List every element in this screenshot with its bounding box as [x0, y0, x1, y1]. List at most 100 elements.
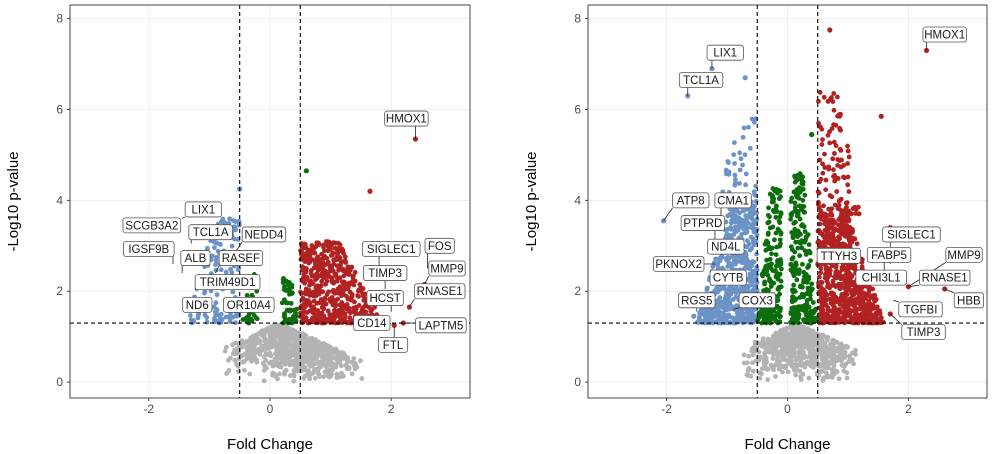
data-point	[281, 276, 286, 281]
data-point	[205, 320, 210, 325]
data-point	[808, 258, 813, 263]
data-point	[857, 317, 862, 322]
gene-label: FTL	[383, 340, 404, 352]
data-point	[233, 341, 238, 346]
data-point	[289, 301, 294, 306]
data-point	[833, 314, 838, 319]
data-point	[341, 273, 346, 278]
data-point	[827, 285, 832, 290]
data-point	[742, 361, 747, 366]
data-point	[879, 114, 884, 119]
data-point	[839, 341, 844, 346]
data-point	[732, 173, 737, 178]
data-point	[807, 344, 812, 349]
gene-label: FABP5	[871, 250, 907, 262]
data-point	[320, 304, 325, 309]
data-point	[285, 279, 290, 284]
data-point	[725, 227, 730, 232]
data-point	[811, 300, 816, 305]
data-point	[326, 344, 331, 349]
y-tick-label: 6	[574, 102, 581, 116]
data-point	[790, 317, 795, 322]
data-point	[833, 123, 838, 128]
data-point	[341, 351, 346, 356]
data-point	[312, 299, 317, 304]
data-point	[800, 174, 805, 179]
data-point	[819, 297, 824, 302]
data-point	[775, 209, 780, 214]
data-point	[350, 360, 355, 365]
data-point	[761, 336, 766, 341]
gene-label: LIX1	[191, 204, 215, 216]
data-point	[311, 281, 316, 286]
data-point	[855, 241, 860, 246]
data-point	[830, 126, 835, 131]
data-point	[833, 265, 838, 270]
data-point	[236, 266, 241, 271]
data-point	[843, 226, 848, 231]
data-point	[743, 75, 748, 80]
data-point	[845, 345, 850, 350]
gene-label: IGSF9B	[128, 244, 169, 256]
data-point	[850, 301, 855, 306]
data-point	[828, 350, 833, 355]
x-axis-title: Fold Change	[227, 436, 313, 453]
data-point	[299, 338, 304, 343]
data-point	[281, 334, 286, 339]
data-point	[799, 181, 804, 186]
data-point	[771, 309, 776, 314]
data-point	[705, 314, 710, 319]
data-point	[838, 284, 843, 289]
data-point	[802, 224, 807, 229]
gene-label: TCL1A	[193, 227, 229, 239]
data-point	[728, 300, 733, 305]
data-point	[828, 193, 833, 198]
data-point	[766, 232, 771, 237]
gene-label: TTYH3	[821, 251, 857, 263]
data-point	[361, 305, 366, 310]
data-point	[311, 250, 316, 255]
data-point	[769, 340, 774, 345]
data-point	[778, 237, 783, 242]
data-point	[758, 310, 763, 315]
data-point	[847, 154, 852, 159]
data-point	[219, 219, 224, 224]
data-point	[771, 352, 776, 357]
gene-label: HCST	[369, 293, 400, 305]
data-point	[217, 320, 222, 325]
data-point	[330, 302, 335, 307]
data-point	[835, 95, 840, 100]
data-point	[262, 332, 267, 337]
data-point	[774, 252, 779, 257]
gene-label: MMP9	[430, 264, 463, 276]
data-point	[768, 192, 773, 197]
gene-label: MMP9	[947, 250, 980, 262]
data-point	[344, 294, 349, 299]
data-point	[213, 300, 218, 305]
data-point	[815, 350, 820, 355]
data-point	[790, 247, 795, 252]
data-point	[806, 249, 811, 254]
data-point	[778, 320, 783, 325]
gene-label: SCGB3A2	[125, 220, 178, 232]
data-point	[843, 280, 848, 285]
data-point	[844, 205, 849, 210]
gene-label: TRIM49D1	[200, 277, 256, 289]
data-point	[341, 356, 346, 361]
y-tick-label: 4	[574, 193, 581, 207]
data-point	[768, 279, 773, 284]
data-point	[717, 315, 722, 320]
data-point	[745, 309, 750, 314]
data-point	[313, 350, 318, 355]
data-point	[308, 348, 313, 353]
x-tick-label: 2	[905, 402, 912, 416]
data-point	[288, 373, 293, 378]
data-point	[820, 286, 825, 291]
data-point	[839, 197, 844, 202]
data-point	[743, 253, 748, 258]
y-tick-label: 4	[56, 193, 63, 207]
data-point	[245, 315, 250, 320]
data-point	[287, 356, 292, 361]
gene-label: RGS5	[681, 295, 712, 307]
data-point	[809, 281, 814, 286]
